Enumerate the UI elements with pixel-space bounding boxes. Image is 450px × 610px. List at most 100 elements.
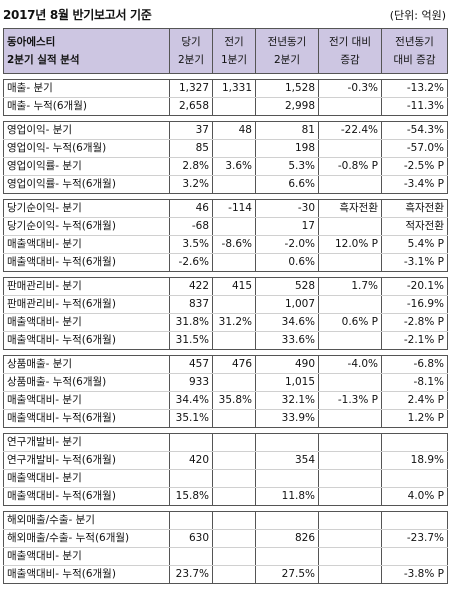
table-cell: -2.6% [169, 253, 213, 272]
row-label: 해외매출/수출- 분기 [3, 511, 170, 530]
table-cell: -3.4% P [381, 175, 448, 194]
row-label: 당기순이익- 누적(6개월) [3, 217, 170, 236]
table-cell: 1.7% [318, 277, 382, 296]
table-row: 매출액대비- 누적(6개월) 23.7% 27.5% -3.8% P [3, 565, 448, 584]
table-cell: 34.4% [169, 391, 213, 410]
table-cell: 3.5% [169, 235, 213, 254]
table-row: 매출액대비- 누적(6개월) 15.8% 11.8% 4.0% P [3, 487, 448, 506]
table-cell [212, 295, 256, 314]
table-cell [212, 97, 256, 116]
table-cell: 630 [169, 529, 213, 548]
table-row: 상품매출- 누적(6개월) 933 1,015 -8.1% [3, 373, 448, 392]
row-label: 매출액대비- 누적(6개월) [3, 331, 170, 350]
table-cell: 1,331 [212, 79, 256, 98]
table-cell: 6.6% [255, 175, 319, 194]
table-row: 매출액대비- 누적(6개월) 35.1% 33.9% 1.2% P [3, 409, 448, 428]
table-row: 영업이익률- 분기 2.8% 3.6% 5.3% -0.8% P -2.5% P [3, 157, 448, 176]
row-label: 매출액대비- 누적(6개월) [3, 565, 170, 584]
table-cell [381, 433, 448, 452]
table-cell [318, 217, 382, 236]
table-cell [318, 373, 382, 392]
table-cell [212, 139, 256, 158]
table-cell [255, 469, 319, 488]
table-cell: -57.0% [381, 139, 448, 158]
row-label: 상품매출- 분기 [3, 355, 170, 374]
table-cell: -0.8% P [318, 157, 382, 176]
row-label: 매출액대비- 분기 [3, 469, 170, 488]
table-cell [318, 331, 382, 350]
table-row: 영업이익- 누적(6개월) 85 198 -57.0% [3, 139, 448, 158]
table-cell [318, 253, 382, 272]
table-cell: 422 [169, 277, 213, 296]
table-cell: 흑자전환 [318, 199, 382, 218]
table-cell: 476 [212, 355, 256, 374]
row-label: 영업이익률- 누적(6개월) [3, 175, 170, 194]
table-cell [212, 547, 256, 566]
table-cell: -2.8% P [381, 313, 448, 332]
table-row: 당기순이익- 누적(6개월) -68 17 적자전환 [3, 217, 448, 236]
table-cell [318, 433, 382, 452]
row-label: 영업이익률- 분기 [3, 157, 170, 176]
table-cell [169, 547, 213, 566]
table-body: 매출- 분기 1,327 1,331 1,528 -0.3% -13.2% 매출- 누적(6… [3, 74, 448, 584]
table-cell: 0.6% [255, 253, 319, 272]
table-cell [212, 175, 256, 194]
table-cell: -13.2% [381, 79, 448, 98]
table-cell: 35.1% [169, 409, 213, 428]
table-cell [212, 487, 256, 506]
table-cell: 31.2% [212, 313, 256, 332]
table-row: 매출액대비- 분기 3.5% -8.6% -2.0% 12.0% P 5.4% P [3, 235, 448, 254]
table-cell: 34.6% [255, 313, 319, 332]
table-cell: -30 [255, 199, 319, 218]
row-label: 매출- 누적(6개월) [3, 97, 170, 116]
table-cell [318, 295, 382, 314]
table-cell: -68 [169, 217, 213, 236]
table-cell: -2.1% P [381, 331, 448, 350]
table-cell: 3.2% [169, 175, 213, 194]
row-label: 해외매출/수출- 누적(6개월) [3, 529, 170, 548]
table-cell: 33.9% [255, 409, 319, 428]
table-cell: -3.8% P [381, 565, 448, 584]
table-cell [212, 253, 256, 272]
table-cell: 1.2% P [381, 409, 448, 428]
table-cell [169, 469, 213, 488]
row-label: 상품매출- 누적(6개월) [3, 373, 170, 392]
table-cell [212, 433, 256, 452]
table-cell: 4.0% P [381, 487, 448, 506]
table-row: 매출액대비- 누적(6개월) -2.6% 0.6% -3.1% P [3, 253, 448, 272]
header-yoy-q: 전년동기 2분기 [255, 28, 319, 74]
table-cell: -2.0% [255, 235, 319, 254]
table-cell [212, 529, 256, 548]
table-cell: 837 [169, 295, 213, 314]
table-cell: -8.6% [212, 235, 256, 254]
table-cell [212, 409, 256, 428]
table-cell: 32.1% [255, 391, 319, 410]
table-cell: 0.6% P [318, 313, 382, 332]
table-cell: -8.1% [381, 373, 448, 392]
table-cell: 17 [255, 217, 319, 236]
table-cell: 198 [255, 139, 319, 158]
table-cell [212, 217, 256, 236]
table-cell: 31.5% [169, 331, 213, 350]
table-cell: 528 [255, 277, 319, 296]
table-cell: 81 [255, 121, 319, 140]
table-row: 상품매출- 분기 457 476 490 -4.0% -6.8% [3, 355, 448, 374]
table-cell: 2,658 [169, 97, 213, 116]
table-cell: 37 [169, 121, 213, 140]
table-cell [212, 331, 256, 350]
table-cell: 15.8% [169, 487, 213, 506]
table-row: 당기순이익- 분기 46 -114 -30 흑자전환 흑자전환 [3, 199, 448, 218]
table-cell [255, 511, 319, 530]
table-cell [212, 511, 256, 530]
table-cell: 1,528 [255, 79, 319, 98]
table-cell [212, 469, 256, 488]
row-label: 영업이익- 누적(6개월) [3, 139, 170, 158]
header-qoq-change: 전기 대비 증감 [318, 28, 382, 74]
table-cell: -6.8% [381, 355, 448, 374]
table-cell: 5.4% P [381, 235, 448, 254]
table-cell: -114 [212, 199, 256, 218]
table-cell [381, 469, 448, 488]
table-cell: 33.6% [255, 331, 319, 350]
table-cell [318, 97, 382, 116]
table-cell: -1.3% P [318, 391, 382, 410]
